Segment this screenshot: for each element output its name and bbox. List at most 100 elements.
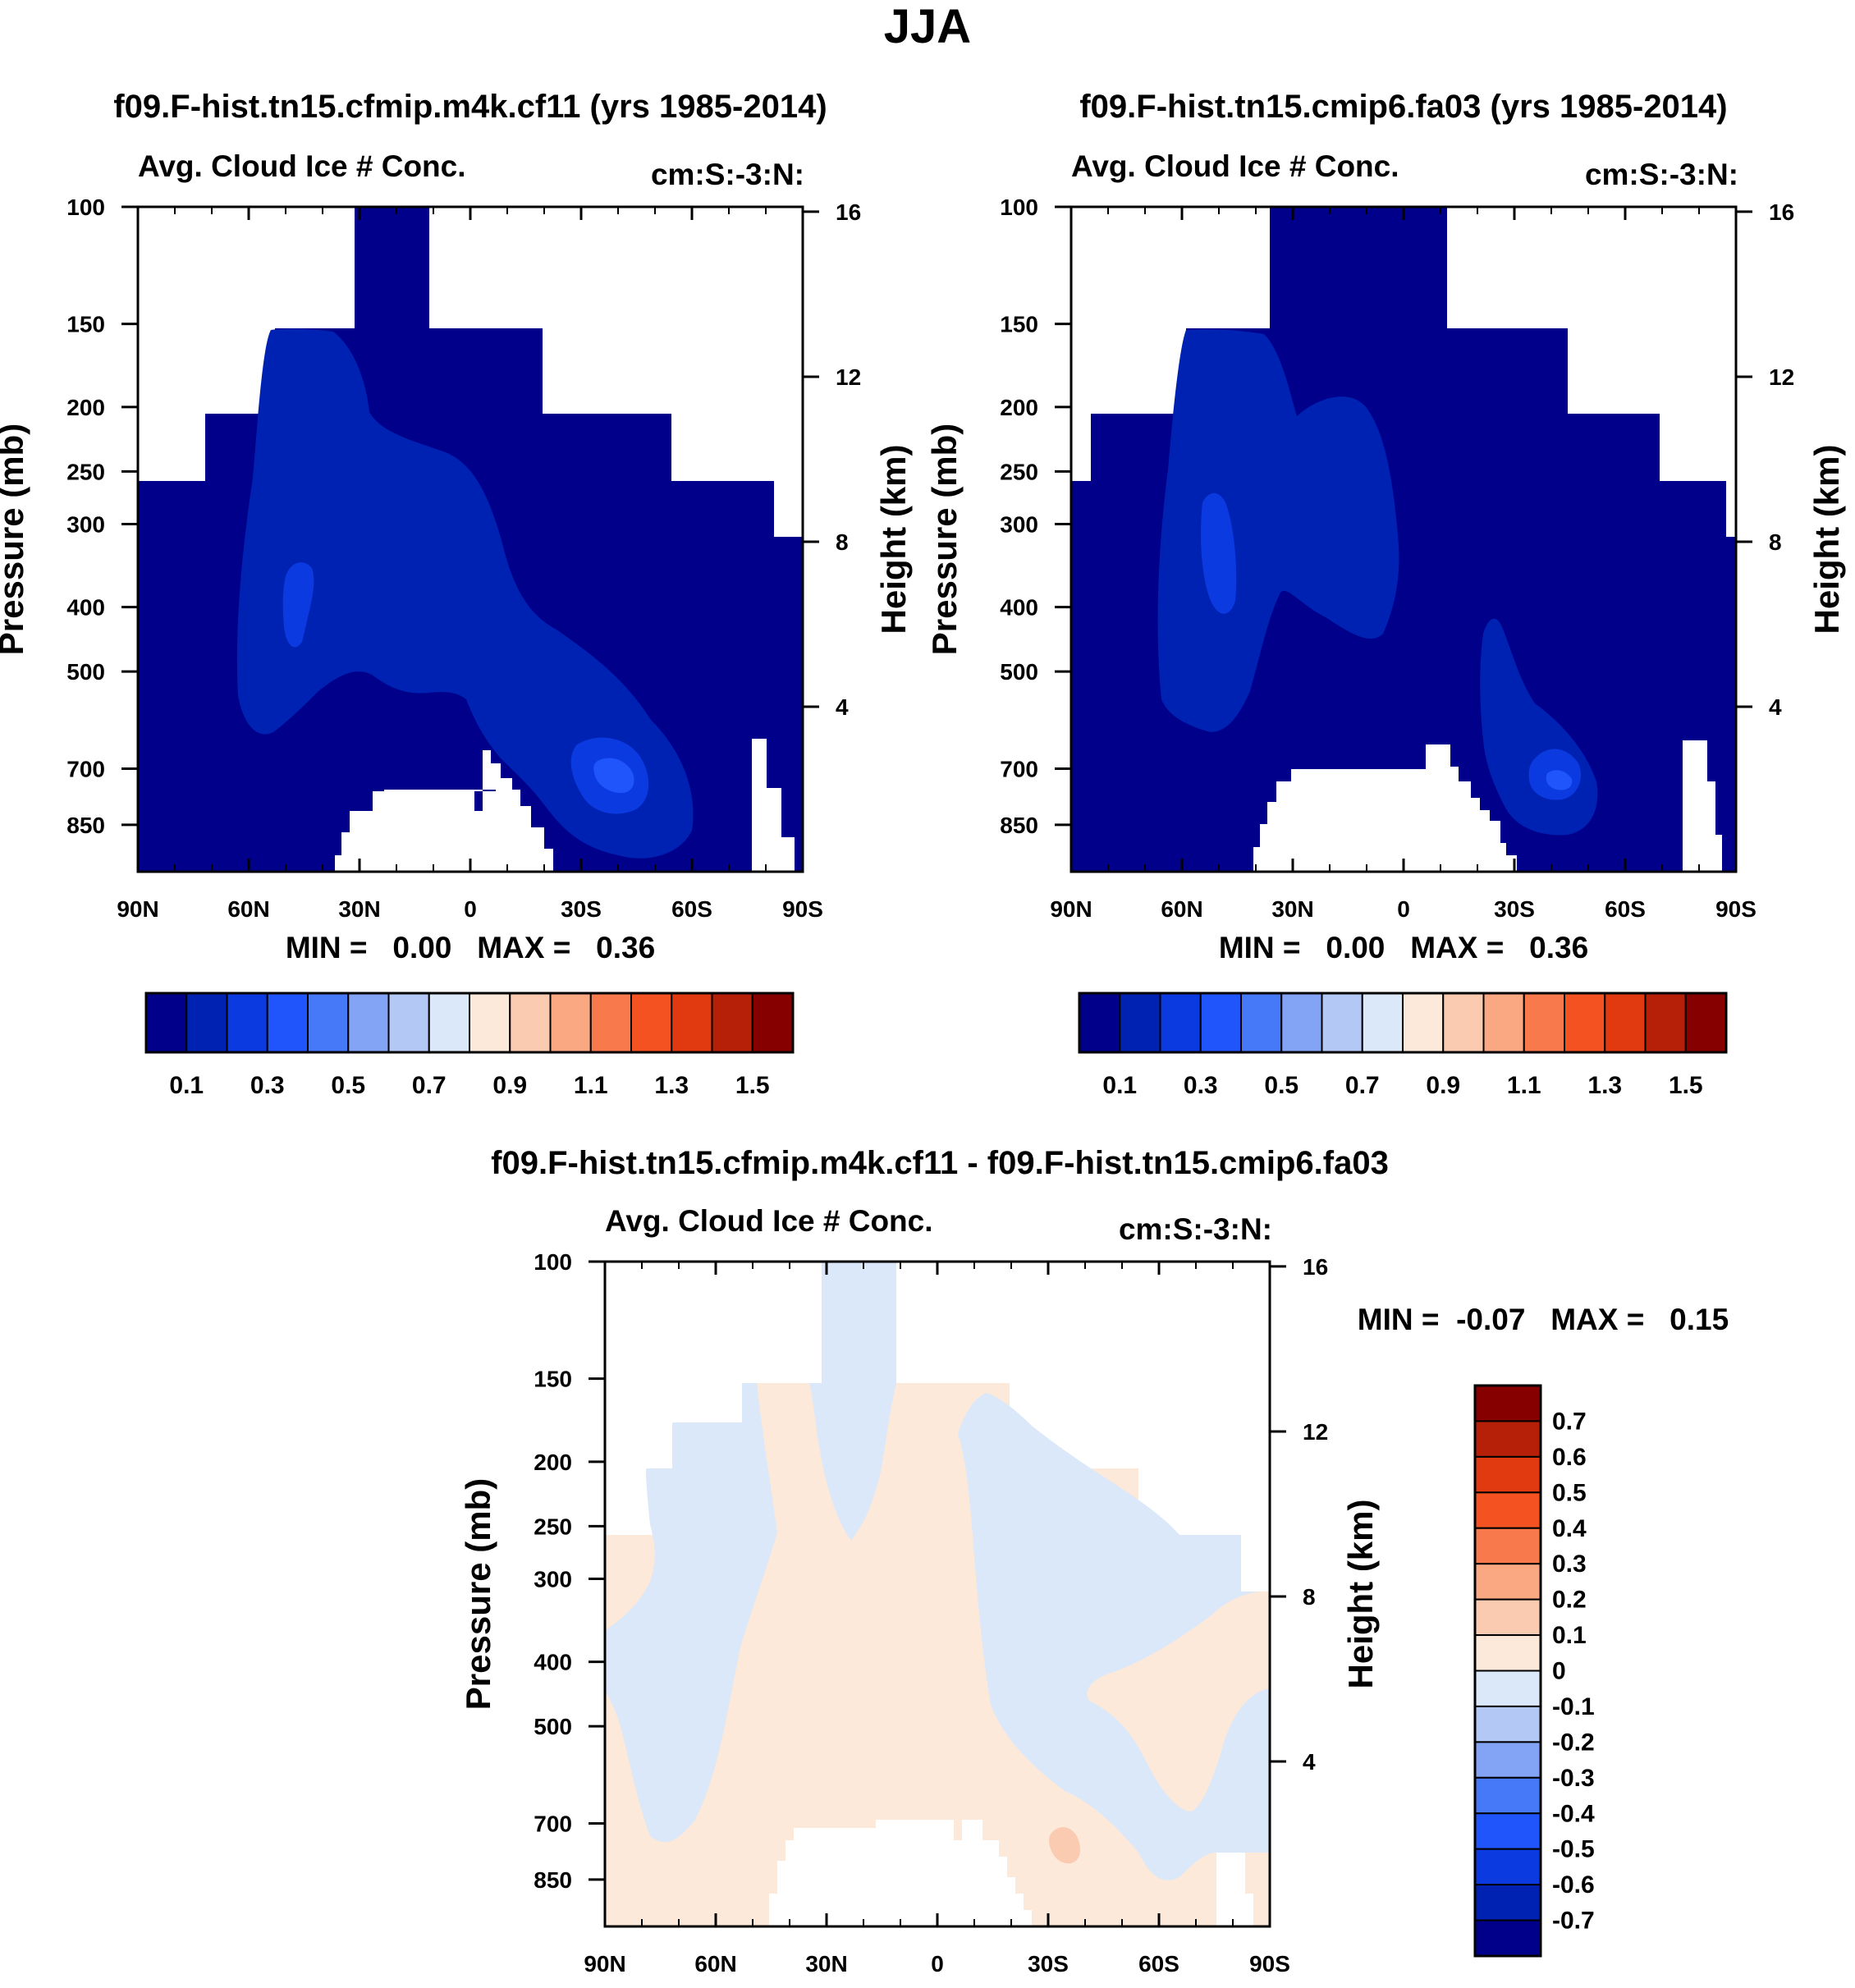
x-tick-label: 90N bbox=[584, 1951, 625, 1977]
colorbar-box bbox=[1482, 992, 1525, 1053]
y-tick-label: 500 bbox=[1000, 659, 1038, 685]
y-tick-label: 300 bbox=[1000, 511, 1038, 537]
y-tick-label: 500 bbox=[534, 1714, 572, 1739]
colorbar-box bbox=[671, 992, 713, 1053]
colorbar-box bbox=[428, 992, 470, 1053]
field-level-4 bbox=[593, 758, 634, 794]
y-tick-label: 850 bbox=[66, 813, 105, 838]
x-tick-label: 30N bbox=[338, 896, 380, 922]
colorbar-label: 0.5 bbox=[1264, 1072, 1298, 1099]
subtitle-right: cm:S:-3:N: bbox=[1119, 1212, 1272, 1246]
min-max-stats: MIN = 0.00 MAX = 0.36 bbox=[1219, 931, 1588, 964]
y2-tick-label: 4 bbox=[1769, 694, 1782, 720]
y2-tick-label: 8 bbox=[1303, 1584, 1316, 1610]
x-tick-label: 60S bbox=[1605, 896, 1646, 922]
colorbar-box bbox=[1474, 1812, 1541, 1850]
colorbar-box bbox=[1474, 1705, 1541, 1743]
colorbar-box bbox=[1604, 992, 1647, 1053]
plot-area: 90N 60N 30N 0 30S 60S 90S 100 150 200 250 300 400 50… bbox=[925, 195, 1846, 964]
colorbar-box bbox=[1474, 1741, 1541, 1779]
colorbar-box bbox=[549, 992, 592, 1053]
subtitle-left: Avg. Cloud Ice # Conc. bbox=[138, 149, 466, 183]
subtitle-left: Avg. Cloud Ice # Conc. bbox=[605, 1204, 933, 1238]
height-axis-labels: 16 12 8 4 bbox=[1769, 199, 1794, 720]
colorbar-box bbox=[307, 992, 350, 1053]
colorbar-box bbox=[1402, 992, 1445, 1053]
x-tick-label: 90S bbox=[782, 896, 823, 922]
y-tick-label: 700 bbox=[66, 757, 105, 782]
y2-tick-label: 16 bbox=[1769, 199, 1794, 225]
colorbar-box bbox=[1474, 1563, 1541, 1601]
colorbar-box bbox=[630, 992, 673, 1053]
colorbar-label: 0.3 bbox=[1552, 1551, 1587, 1578]
y-tick-label: 500 bbox=[66, 659, 105, 685]
colorbar-label: 0.4 bbox=[1552, 1515, 1587, 1542]
colorbar-label: 1.3 bbox=[654, 1072, 689, 1099]
colorbar-box bbox=[1564, 992, 1606, 1053]
colorbar-box bbox=[711, 992, 753, 1053]
y2-tick-label: 4 bbox=[1303, 1749, 1316, 1775]
colorbar-label: 0.7 bbox=[412, 1072, 447, 1099]
x-tick-label: 0 bbox=[931, 1951, 944, 1977]
colorbar-box bbox=[469, 992, 511, 1053]
x-axis-labels: 90N 60N 30N 0 30S 60S 90S bbox=[117, 896, 823, 922]
colorbar-label: 0.9 bbox=[1426, 1072, 1460, 1099]
x-tick-label: 60N bbox=[1161, 896, 1202, 922]
colorbar-frame bbox=[1078, 992, 1728, 1054]
colorbar-box bbox=[1474, 1848, 1541, 1886]
colorbar-label: 0 bbox=[1552, 1658, 1566, 1685]
colorbar-box bbox=[1079, 992, 1121, 1053]
axis-ticks bbox=[1055, 205, 1752, 872]
colorbar: 0.1 0.3 0.5 0.7 0.9 1.1 1.3 1.5 bbox=[144, 992, 795, 1099]
colorbar-label: 1.5 bbox=[1669, 1072, 1703, 1099]
colorbar-box bbox=[266, 992, 309, 1053]
y-tick-label: 250 bbox=[66, 459, 105, 484]
y-tick-label: 250 bbox=[534, 1514, 572, 1539]
panel-difference: f09.F-hist.tn15.cfmip.m4k.cf11 - f09.F-h… bbox=[459, 1145, 1729, 1977]
field-negative-south bbox=[958, 1393, 1270, 1880]
y-axis-title: Pressure (mb) bbox=[925, 424, 964, 655]
field-level-4 bbox=[1546, 770, 1573, 790]
colorbar-label: 0.5 bbox=[331, 1072, 365, 1099]
colorbar-frame bbox=[144, 992, 795, 1054]
y-tick-label: 250 bbox=[1000, 459, 1038, 484]
colorbar: 0.1 0.3 0.5 0.7 0.9 1.1 1.3 1.5 bbox=[1078, 992, 1728, 1099]
colorbar-box bbox=[1474, 1670, 1541, 1707]
min-max-stats: MIN = -0.07 MAX = 0.15 bbox=[1358, 1303, 1729, 1336]
plot-area: 90N 60N 30N 0 30S 60S 90S 100 150 200 250 300 400 50… bbox=[0, 195, 913, 964]
y-axis-title: Pressure (mb) bbox=[0, 424, 30, 655]
y-tick-label: 100 bbox=[534, 1249, 572, 1275]
field-positive-peak bbox=[1049, 1826, 1081, 1864]
colorbar-box bbox=[1119, 992, 1161, 1053]
colorbar-label: 0.1 bbox=[1102, 1072, 1137, 1099]
plot-area: 90N 60N 30N 0 30S 60S 90S 100 150 200 250 300 400 50… bbox=[459, 1249, 1380, 1977]
colorbar-label: 0.5 bbox=[1552, 1479, 1587, 1506]
y-tick-label: 200 bbox=[534, 1450, 572, 1475]
x-tick-label: 90N bbox=[117, 896, 158, 922]
colorbar-label: 0.9 bbox=[492, 1072, 527, 1099]
colorbar-box bbox=[145, 992, 188, 1053]
panel-title: f09.F-hist.tn15.cfmip.m4k.cf11 - f09.F-h… bbox=[491, 1145, 1389, 1181]
colorbar-label: 0.7 bbox=[1345, 1072, 1380, 1099]
x-tick-label: 30S bbox=[561, 896, 602, 922]
panel-cfmip: f09.F-hist.tn15.cfmip.m4k.cf11 (yrs 1985… bbox=[0, 89, 913, 1099]
colorbar-label: 0.7 bbox=[1552, 1408, 1587, 1435]
y-axis-labels: 100 150 200 250 300 400 500 700 850 bbox=[66, 195, 105, 838]
y2-tick-label: 16 bbox=[1303, 1254, 1328, 1280]
colorbar-box bbox=[1474, 1598, 1541, 1637]
colorbar-label: 0.3 bbox=[250, 1072, 285, 1099]
colorbar-box bbox=[1474, 1884, 1541, 1922]
y-tick-label: 400 bbox=[66, 595, 105, 621]
x-tick-label: 30N bbox=[1271, 896, 1313, 922]
colorbar-label: 0.6 bbox=[1552, 1444, 1587, 1471]
y2-axis-title: Height (km) bbox=[1807, 445, 1846, 634]
colorbar-box bbox=[589, 992, 632, 1053]
colorbar-label: 1.3 bbox=[1587, 1072, 1622, 1099]
colorbar: 0.7 0.6 0.5 0.4 0.3 0.2 0.1 0 -0.1 -0.2 -0.3 -0.4 -0… bbox=[1473, 1384, 1595, 1958]
x-tick-label: 90S bbox=[1715, 896, 1757, 922]
colorbar-frame bbox=[1473, 1384, 1542, 1958]
field-level-2 bbox=[236, 328, 694, 859]
field-level-3 bbox=[1201, 492, 1582, 800]
field-negative-central bbox=[808, 1262, 896, 1541]
y-axis-labels: 100 150 200 250 300 400 500 700 850 bbox=[534, 1249, 572, 1893]
